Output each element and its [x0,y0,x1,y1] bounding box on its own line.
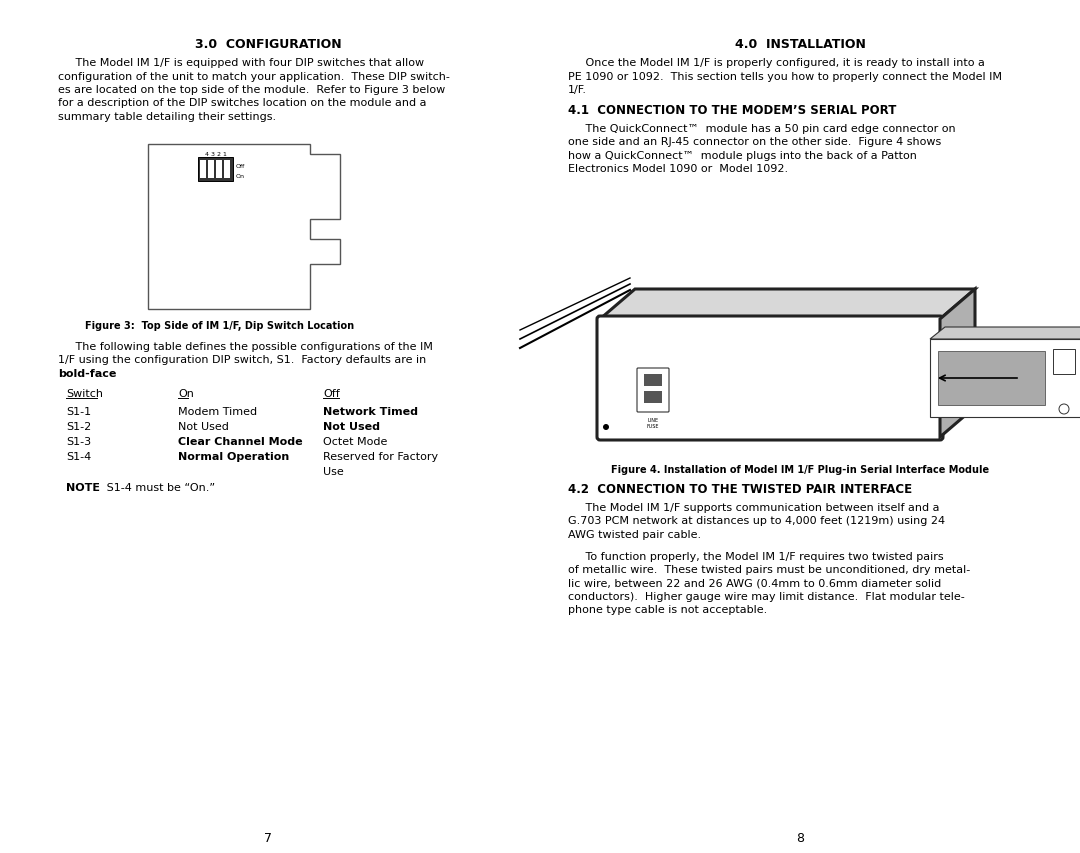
Text: summary table detailing their settings.: summary table detailing their settings. [58,112,276,122]
Text: S1-3: S1-3 [66,437,91,446]
Circle shape [603,425,609,431]
Text: The Model IM 1/F is equipped with four DIP switches that allow: The Model IM 1/F is equipped with four D… [58,58,424,68]
Bar [930,339,1080,417]
Text: Electronics Model 1090 or  Model 1092.: Electronics Model 1090 or Model 1092. [568,164,788,174]
Text: Not Used: Not Used [323,421,380,432]
Text: Not Used: Not Used [178,421,229,432]
Text: LINE
FUSE: LINE FUSE [647,417,659,428]
Text: conductors).  Higher gauge wire may limit distance.  Flat modular tele-: conductors). Higher gauge wire may limit… [568,591,964,601]
Text: es are located on the top side of the module.  Refer to Figure 3 below: es are located on the top side of the mo… [58,85,445,95]
Text: The following table defines the possible configurations of the IM: The following table defines the possible… [58,341,433,351]
Text: 1/F.: 1/F. [568,85,588,95]
Text: Octet Mode: Octet Mode [323,437,388,446]
Text: AWG twisted pair cable.: AWG twisted pair cable. [568,530,701,539]
Text: Figure 3:  Top Side of IM 1/F, Dip Switch Location: Figure 3: Top Side of IM 1/F, Dip Switch… [85,321,354,331]
Polygon shape [600,290,975,320]
Text: The QuickConnect™  module has a 50 pin card edge connector on: The QuickConnect™ module has a 50 pin ca… [568,124,956,133]
FancyBboxPatch shape [597,316,943,440]
Text: Off: Off [323,389,340,398]
Text: 1/F using the configuration DIP switch, S1.  Factory defaults are in: 1/F using the configuration DIP switch, … [58,355,427,365]
Bar [200,161,205,179]
Text: configuration of the unit to match your application.  These DIP switch-: configuration of the unit to match your … [58,72,450,81]
Text: The Model IM 1/F supports communication between itself and a: The Model IM 1/F supports communication … [568,502,940,513]
Text: phone type cable is not acceptable.: phone type cable is not acceptable. [568,605,767,615]
Polygon shape [930,328,1080,339]
Text: of metallic wire.  These twisted pairs must be unconditioned, dry metal-: of metallic wire. These twisted pairs mu… [568,565,970,574]
Text: On: On [237,173,245,178]
Text: G.703 PCM network at distances up to 4,000 feet (1219m) using 24: G.703 PCM network at distances up to 4,0… [568,516,945,526]
Bar [216,161,221,179]
Text: S1-4: S1-4 [66,451,91,461]
Bar [644,392,662,403]
Text: 7: 7 [264,831,272,844]
Text: PE 1090 or 1092.  This section tells you how to properly connect the Model IM: PE 1090 or 1092. This section tells you … [568,72,1002,81]
Bar [198,158,233,182]
Text: Use: Use [323,467,343,477]
Text: 8: 8 [796,831,804,844]
Text: Once the Model IM 1/F is properly configured, it is ready to install into a: Once the Model IM 1/F is properly config… [568,58,985,68]
Text: Switch: Switch [66,389,103,398]
Text: 4.0  INSTALLATION: 4.0 INSTALLATION [734,38,865,51]
Circle shape [1059,404,1069,415]
Text: On: On [178,389,194,398]
Text: Clear Channel Mode: Clear Channel Mode [178,437,302,446]
Text: bold-face: bold-face [58,368,117,379]
Text: one side and an RJ-45 connector on the other side.  Figure 4 shows: one side and an RJ-45 connector on the o… [568,136,942,147]
Polygon shape [940,290,975,438]
Text: 4.2  CONNECTION TO THE TWISTED PAIR INTERFACE: 4.2 CONNECTION TO THE TWISTED PAIR INTER… [568,483,913,496]
Text: To function properly, the Model IM 1/F requires two twisted pairs: To function properly, the Model IM 1/F r… [568,551,944,560]
Text: S1-2: S1-2 [66,421,91,432]
Text: how a QuickConnect™  module plugs into the back of a Patton: how a QuickConnect™ module plugs into th… [568,150,917,160]
Text: Reserved for Factory: Reserved for Factory [323,451,438,461]
Polygon shape [148,145,340,310]
Text: 4 3 2 1: 4 3 2 1 [204,152,227,157]
Text: .: . [100,368,104,379]
Text: Figure 4. Installation of Model IM 1/F Plug-in Serial Interface Module: Figure 4. Installation of Model IM 1/F P… [611,464,989,474]
FancyBboxPatch shape [637,368,669,413]
Bar [208,161,214,179]
Text: Modem Timed: Modem Timed [178,407,257,416]
Text: 3.0  CONFIGURATION: 3.0 CONFIGURATION [194,38,341,51]
Text: Normal Operation: Normal Operation [178,451,289,461]
Bar [939,351,1045,405]
Text: Network Timed: Network Timed [323,407,418,416]
Text: for a description of the DIP switches location on the module and a: for a description of the DIP switches lo… [58,98,427,108]
Bar [224,161,229,179]
Bar [644,374,662,386]
Bar [1053,350,1075,374]
Text: NOTE: NOTE [66,483,100,492]
Text: S1-1: S1-1 [66,407,91,416]
Text: Off: Off [237,163,245,168]
Text: 4.1  CONNECTION TO THE MODEM’S SERIAL PORT: 4.1 CONNECTION TO THE MODEM’S SERIAL POR… [568,103,896,116]
Text: lic wire, between 22 and 26 AWG (0.4mm to 0.6mm diameter solid: lic wire, between 22 and 26 AWG (0.4mm t… [568,577,942,588]
Text: :  S1-4 must be “On.”: : S1-4 must be “On.” [96,483,215,492]
